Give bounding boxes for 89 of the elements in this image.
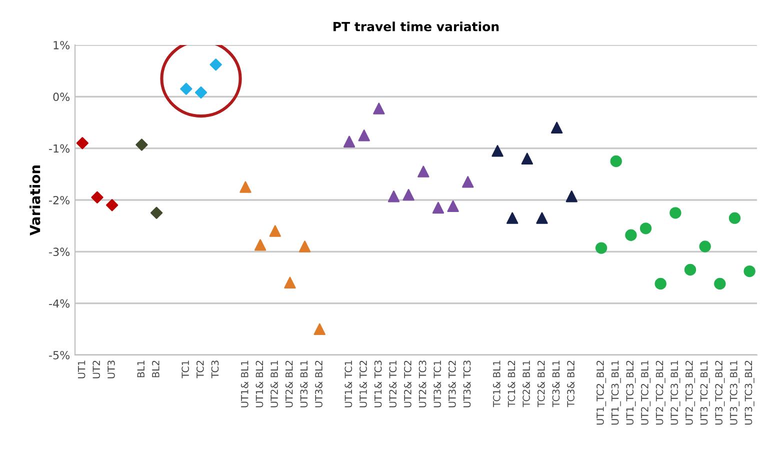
x-tick-label: UT1_TC2_BL2 [596, 360, 606, 425]
point [91, 191, 104, 204]
point [640, 222, 652, 234]
point [595, 242, 608, 254]
x-tick-label: BL2 [152, 360, 160, 378]
x-tick-label: UT3_TC3_BL1 [730, 360, 740, 425]
point [625, 229, 637, 241]
x-tick-label: UT2 [92, 360, 100, 378]
y-axis-title: Variation [30, 166, 40, 236]
point [744, 265, 756, 278]
y-tick-label: -5% [49, 350, 70, 360]
x-tick-label: TC2& BL2 [537, 360, 545, 408]
point [714, 278, 726, 290]
x-tick-label: UT1& TC1 [344, 360, 352, 408]
point [432, 202, 444, 214]
x-tick-label: UT3& BL1 [300, 360, 308, 408]
x-tick-label: UT2& BL1 [270, 360, 278, 408]
x-tick-label: TC2 [196, 360, 204, 378]
y-tick-label: -3% [49, 248, 70, 256]
x-tick-label: BL1 [137, 360, 144, 378]
point [76, 137, 88, 150]
point [136, 138, 148, 151]
x-tick-label: UT3_TC2_BL2 [715, 360, 725, 425]
point [728, 212, 741, 224]
point [194, 86, 208, 99]
point [298, 240, 311, 252]
x-tick-label: UT3 [108, 360, 115, 378]
point [521, 152, 534, 165]
point [269, 225, 281, 237]
point [343, 136, 356, 148]
point [180, 82, 192, 95]
point [402, 188, 414, 201]
point [240, 181, 252, 193]
x-tick-label: UT1& BL2 [256, 360, 264, 408]
x-tick-label: UT1& TC3 [374, 360, 382, 408]
point [610, 155, 622, 168]
point [150, 206, 163, 219]
point [373, 102, 385, 114]
x-tick-label: UT2_TC3_BL2 [685, 360, 695, 425]
x-tick-label: UT2& TC2 [404, 360, 412, 408]
x-tick-label: UT3& TC3 [463, 360, 471, 408]
x-tick-label: UT2& TC3 [418, 360, 426, 408]
point [670, 207, 682, 219]
point [106, 199, 118, 212]
point [388, 190, 400, 202]
x-tick-label: TC2& BL1 [522, 360, 530, 408]
point [536, 212, 548, 224]
point [314, 323, 326, 336]
y-tick-label: 0% [53, 92, 70, 102]
y-tick-label: 1% [54, 40, 70, 50]
x-tick-label: TC3& BL1 [552, 360, 560, 408]
point [284, 276, 296, 289]
x-tick-label: TC1& BL2 [508, 360, 516, 408]
x-tick-label: UT1_TC3_BL2 [626, 360, 636, 425]
x-tick-label: TC3& BL2 [567, 360, 574, 408]
x-tick-label: UT3_TC2_BL1 [700, 360, 710, 425]
x-tick-label: TC1& BL1 [492, 360, 500, 408]
point [699, 240, 711, 252]
x-tick-label: UT1 [78, 360, 86, 378]
point [447, 200, 459, 212]
x-tick-label: UT2& BL2 [285, 360, 293, 408]
point [506, 212, 518, 224]
point [684, 264, 696, 276]
point [566, 190, 578, 202]
point [358, 130, 370, 142]
x-tick-label: UT1& TC2 [360, 360, 367, 408]
point [550, 122, 563, 134]
y-tick-label: -4% [49, 299, 70, 308]
point [418, 166, 430, 178]
x-tick-label: UT2_TC3_BL1 [670, 360, 680, 425]
x-tick-label: UT1_TC3_BL1 [611, 360, 621, 425]
point [462, 176, 474, 188]
x-tick-label: UT2_TC2_BL1 [641, 360, 651, 425]
x-tick-label: UT3& TC2 [448, 360, 456, 408]
point [210, 58, 222, 71]
point [492, 145, 504, 157]
x-tick-label: UT2_TC2_BL2 [656, 360, 666, 425]
point [254, 239, 266, 251]
x-tick-label: UT3& TC1 [434, 360, 442, 408]
x-tick-label: UT2& TC1 [389, 360, 397, 408]
x-tick-label: UT3& BL2 [315, 360, 322, 408]
y-tick-label: -1% [49, 144, 70, 153]
x-tick-label: UT1& BL1 [240, 360, 248, 408]
chart-title: PT travel time variation [334, 22, 499, 32]
x-tick-label: TC1 [182, 360, 190, 378]
point [654, 278, 666, 290]
x-tick-label: TC3 [211, 360, 219, 378]
x-tick-label: UT3_TC3_BL2 [744, 360, 754, 425]
y-tick-label: -2% [49, 196, 70, 204]
